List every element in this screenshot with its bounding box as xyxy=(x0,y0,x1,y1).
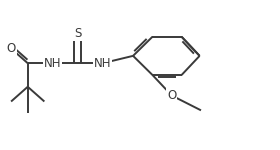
Text: O: O xyxy=(167,89,176,102)
Text: O: O xyxy=(6,42,16,55)
Text: NH: NH xyxy=(44,57,61,70)
Text: NH: NH xyxy=(94,57,111,70)
Text: S: S xyxy=(74,27,81,40)
